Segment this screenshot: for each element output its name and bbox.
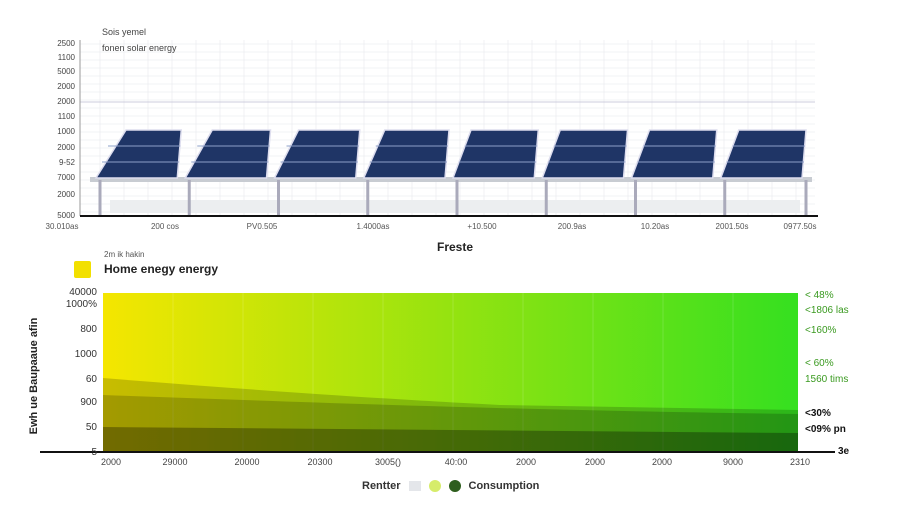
right-value-label: < 60% — [805, 358, 834, 369]
top-x-tick: 30.010as — [45, 222, 79, 231]
right-value-label: <1806 las — [805, 305, 849, 316]
x-tick-label: 2000 — [651, 457, 673, 467]
gradient-area — [103, 293, 798, 452]
y-tick-label: 50 — [85, 422, 97, 433]
top-x-tick: 0977.50s — [783, 222, 817, 231]
legend-rentter-swatch — [408, 481, 421, 491]
right-value-label: 1560 tims — [805, 374, 849, 385]
x-tick-label: 3005() — [374, 457, 402, 467]
x-tick-label: 2000 — [100, 457, 122, 467]
legend-consumption-label: Consumption — [468, 480, 540, 492]
panel-shadow — [110, 200, 800, 213]
top-x-tick: 2001.50s — [715, 222, 749, 231]
x-tick-label: 20300 — [307, 457, 333, 467]
top-subtitle-2: fonen solar energy — [102, 43, 177, 53]
panel-rail — [90, 177, 812, 182]
y-axis-label: Ewh ue Baupaaue afin — [28, 317, 40, 435]
top-x-tick: +10.500 — [467, 222, 497, 231]
top-y-tick: 2500 — [57, 39, 75, 48]
top-x-tick: 10.20as — [640, 222, 670, 231]
top-y-tick: 5000 — [57, 67, 75, 76]
x-tick-label: 40:00 — [444, 457, 468, 467]
top-y-tick: 2000 — [57, 97, 75, 106]
area-layer-3 — [103, 427, 798, 452]
top-y-tick: 7000 — [57, 173, 75, 182]
x-tick-label: 2000 — [515, 457, 537, 467]
top-y-tick: 2000 — [57, 143, 75, 152]
legend-rentter-label: Rentter — [362, 480, 401, 492]
legend-swatch-yellow — [74, 261, 91, 278]
y-tick-label: 5 — [91, 447, 97, 458]
top-y-tick: 1100 — [57, 53, 75, 62]
top-x-title: Freste — [437, 240, 474, 254]
area-layer-2 — [103, 395, 798, 452]
right-value-label: < 48% — [805, 290, 834, 301]
top-y-tick: 1100 — [57, 112, 75, 121]
top-x-tick: 200.9as — [557, 222, 587, 231]
right-axis-end-label: 3e — [838, 446, 850, 457]
top-y-tick: 9-52 — [58, 158, 75, 167]
legend-small-label: 2m ik hakin — [104, 250, 145, 259]
x-tick-label: 2310 — [789, 457, 811, 467]
right-value-label: <30% — [805, 408, 831, 419]
x-tick-label: 9000 — [722, 457, 744, 467]
right-value-label: <160% — [805, 325, 837, 336]
y-tick-label: 1000% — [65, 299, 97, 310]
legend: Rentter Consumption — [362, 480, 539, 492]
top-y-tick: 2000 — [57, 190, 75, 199]
right-value-label: <09% pn — [805, 424, 846, 435]
x-tick-label: 2000 — [584, 457, 606, 467]
y-tick-label: 900 — [80, 397, 97, 408]
top-x-tick: 1.4000as — [356, 222, 390, 231]
top-y-tick: 1000 — [57, 127, 75, 136]
top-y-tick: 5000 — [57, 211, 75, 220]
x-tick-label: 20000 — [234, 457, 260, 467]
top-y-tick: 2000 — [57, 82, 75, 91]
legend-consumption-dot — [448, 480, 461, 492]
solar-panel-chart — [79, 40, 818, 217]
legend-lightgreen-dot — [428, 480, 441, 492]
y-tick-label: 800 — [80, 324, 97, 335]
y-tick-label: 40000 — [69, 287, 97, 298]
top-x-tick: 200 cos — [150, 222, 180, 231]
y-tick-label: 60 — [85, 374, 97, 385]
legend-home-energy: Home enegy energy — [104, 262, 219, 276]
y-tick-label: 1000 — [74, 349, 97, 360]
area-layer-1 — [103, 378, 798, 452]
top-subtitle-1: Sois yemel — [102, 27, 147, 37]
top-x-tick: PV0.505 — [246, 222, 278, 231]
x-tick-label: 29000 — [162, 457, 188, 467]
